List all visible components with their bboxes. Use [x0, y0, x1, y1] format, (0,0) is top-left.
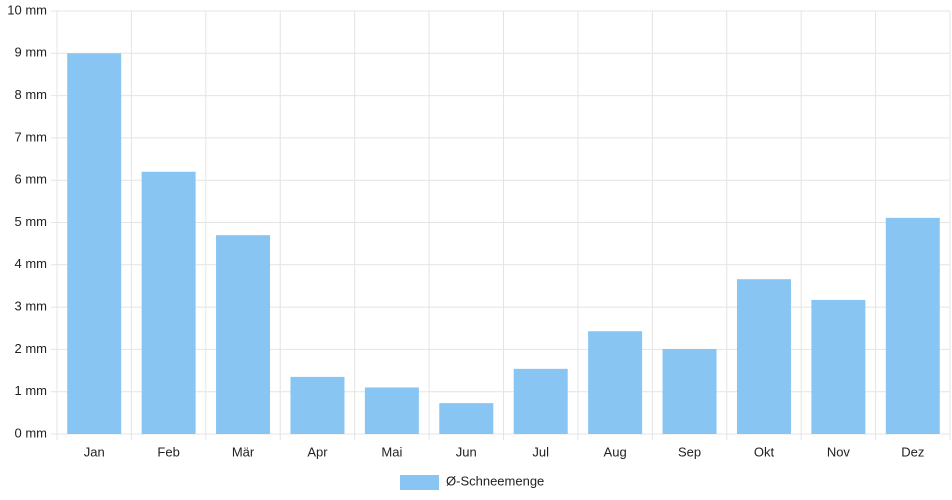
bar — [364, 387, 419, 434]
x-tick-label: Okt — [754, 444, 775, 459]
y-tick-label: 10 mm — [7, 2, 47, 17]
y-tick-label: 2 mm — [15, 341, 48, 356]
x-tick-label: Apr — [307, 444, 328, 459]
bar — [141, 171, 196, 435]
x-tick-label: Nov — [827, 444, 851, 459]
bar — [67, 53, 122, 435]
y-tick-label: 0 mm — [15, 425, 48, 440]
y-tick-label: 5 mm — [15, 214, 48, 229]
bar — [662, 348, 717, 434]
bar — [439, 403, 494, 434]
legend-swatch — [400, 475, 439, 490]
bar — [588, 331, 643, 434]
bar — [885, 217, 940, 434]
bar — [736, 279, 791, 434]
x-tick-label: Jun — [456, 444, 477, 459]
x-tick-label: Dez — [901, 444, 924, 459]
bar — [811, 299, 866, 434]
x-tick-label: Sep — [678, 444, 701, 459]
x-tick-label: Mai — [381, 444, 402, 459]
y-tick-label: 6 mm — [15, 172, 48, 187]
legend-label: Ø-Schneemenge — [446, 473, 544, 488]
y-tick-label: 1 mm — [15, 383, 48, 398]
bar — [513, 368, 568, 434]
x-tick-label: Jul — [532, 444, 549, 459]
y-tick-label: 7 mm — [15, 129, 48, 144]
bar — [290, 376, 345, 434]
x-tick-label: Jan — [84, 444, 105, 459]
y-tick-label: 3 mm — [15, 299, 48, 314]
y-tick-label: 9 mm — [15, 45, 48, 60]
bar — [216, 235, 271, 434]
x-tick-label: Feb — [157, 444, 179, 459]
y-tick-label: 8 mm — [15, 87, 48, 102]
x-tick-label: Mär — [232, 444, 255, 459]
x-tick-label: Aug — [604, 444, 627, 459]
y-tick-label: 4 mm — [15, 256, 48, 271]
